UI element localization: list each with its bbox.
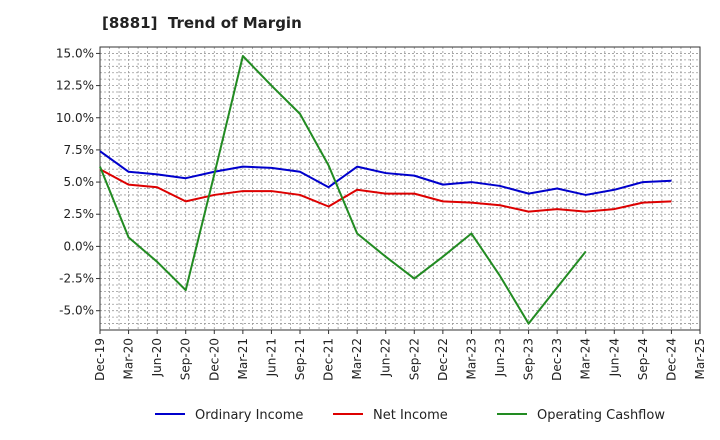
- y-tick-label: 12.5%: [56, 79, 94, 93]
- x-tick-label: Jun-20: [150, 338, 164, 377]
- x-tick-label: Mar-23: [464, 338, 478, 379]
- x-tick-label: Jun-23: [493, 338, 507, 377]
- legend-label-operating-cashflow: Operating Cashflow: [537, 408, 665, 423]
- y-tick-label: 5.0%: [64, 175, 95, 189]
- x-tick-label: Mar-21: [236, 338, 250, 379]
- x-tick-label: Jun-21: [264, 338, 278, 377]
- x-tick-label: Dec-20: [207, 338, 221, 381]
- x-tick-label: Jun-22: [379, 338, 393, 377]
- y-tick-label: 15.0%: [56, 46, 94, 60]
- x-tick-label: Jun-24: [607, 338, 621, 377]
- x-tick-label: Dec-22: [436, 338, 450, 381]
- x-tick-label: Sep-20: [179, 338, 193, 380]
- y-tick-label: 10.0%: [56, 111, 94, 125]
- x-tick-label: Dec-21: [322, 338, 336, 381]
- y-tick-label: -5.0%: [59, 304, 94, 318]
- x-tick-label: Dec-23: [550, 338, 564, 381]
- y-tick-label: 7.5%: [64, 143, 95, 157]
- x-tick-label: Sep-24: [636, 338, 650, 380]
- x-tick-label: Sep-21: [293, 338, 307, 380]
- x-tick-label: Sep-23: [522, 338, 536, 380]
- x-tick-label: Mar-25: [693, 338, 707, 379]
- y-tick-label: -2.5%: [59, 272, 94, 286]
- x-tick-label: Dec-24: [664, 338, 678, 381]
- x-tick-label: Mar-24: [579, 338, 593, 379]
- plot-frame: [99, 46, 701, 331]
- y-tick-label: 2.5%: [64, 207, 95, 221]
- series-line-operating-cashflow: [99, 55, 587, 325]
- x-tick-label: Sep-22: [407, 338, 421, 380]
- series-line-ordinary-income: [99, 150, 672, 196]
- x-tick-label: Mar-20: [122, 338, 136, 379]
- x-tick-label: Mar-22: [350, 338, 364, 379]
- legend-label-net-income: Net Income: [373, 408, 448, 423]
- chart-title: [8881] Trend of Margin: [102, 14, 302, 32]
- x-tick-label: Dec-19: [93, 338, 107, 381]
- legend-label-ordinary-income: Ordinary Income: [195, 408, 303, 423]
- y-tick-label: 0.0%: [64, 239, 95, 253]
- series-line-net-income: [99, 168, 672, 213]
